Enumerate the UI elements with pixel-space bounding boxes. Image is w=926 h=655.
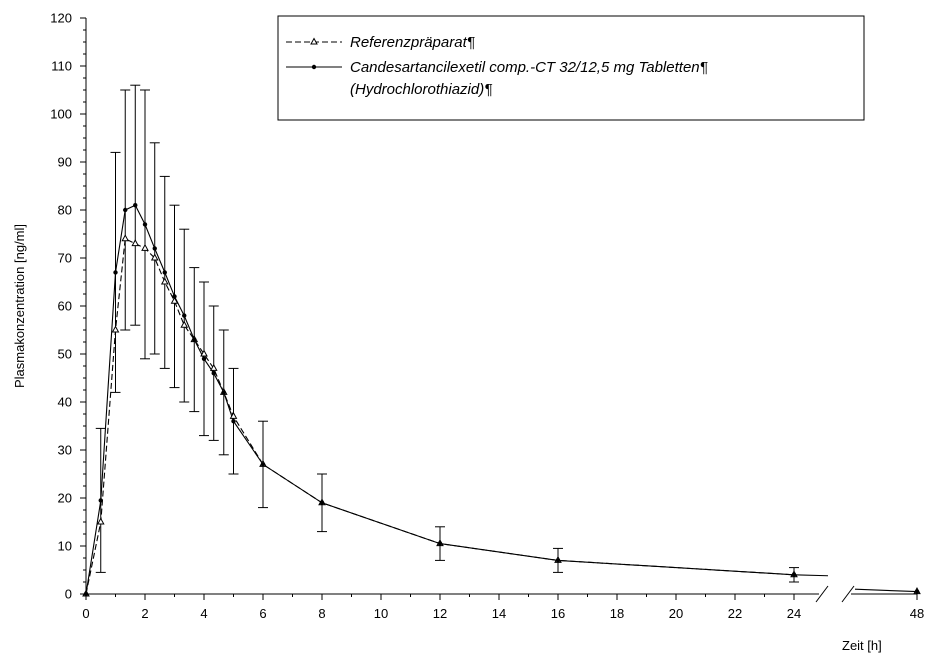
test-marker	[162, 270, 167, 275]
x-tick-label: 16	[551, 606, 565, 621]
reference-marker	[170, 296, 179, 304]
reference-marker	[96, 517, 105, 525]
test-marker	[914, 589, 920, 594]
test-marker	[231, 419, 236, 424]
x-tick-label: 8	[318, 606, 325, 621]
test-marker	[182, 313, 187, 318]
test-marker	[142, 222, 148, 227]
reference-marker	[180, 320, 189, 328]
legend-label-reference: Referenzpräparat¶	[350, 34, 475, 51]
test-marker	[260, 462, 266, 467]
reference-marker	[200, 349, 208, 357]
reference-marker	[160, 277, 169, 285]
axis-break-mark	[841, 585, 855, 603]
legend-marker-test	[311, 64, 317, 70]
y-axis-title: Plasmakonzentration [ng/ml]	[12, 224, 27, 388]
axis-break-mark	[815, 585, 829, 603]
reference-marker	[131, 239, 140, 247]
y-tick-label: 20	[58, 491, 72, 506]
legend-label-test: Candesartancilexetil comp.-CT 32/12,5 mg…	[350, 59, 708, 76]
legend-marker-reference	[310, 37, 318, 45]
test-marker	[133, 203, 138, 208]
test-marker	[319, 500, 325, 505]
reference-marker	[209, 363, 218, 371]
reference-marker	[150, 253, 159, 261]
y-tick-label: 0	[65, 587, 72, 602]
test-marker	[555, 558, 561, 563]
y-tick-label: 90	[58, 155, 72, 170]
y-tick-label: 80	[58, 203, 72, 218]
test-marker	[211, 371, 216, 376]
y-tick-label: 30	[58, 443, 72, 458]
y-tick-label: 50	[58, 347, 72, 362]
y-tick-label: 10	[58, 539, 72, 554]
x-tick-label: 22	[728, 606, 742, 621]
y-tick-label: 40	[58, 395, 72, 410]
test-marker	[83, 591, 89, 597]
test-marker	[192, 337, 197, 342]
x-tick-label: 4	[200, 606, 207, 621]
legend-label-test-line2: (Hydrochlorothiazid)¶	[350, 81, 492, 98]
reference-marker	[111, 325, 120, 333]
legend-box	[277, 15, 865, 121]
x-tick-label: 6	[259, 606, 266, 621]
y-tick-label: 100	[50, 107, 72, 122]
x-tick-label: 0	[82, 606, 89, 621]
legend: Referenzpräparat¶ Candesartancilexetil co…	[277, 15, 865, 121]
x-tick-label: 24	[787, 606, 801, 621]
series-layer	[82, 84, 921, 597]
x-tick-label: 2	[141, 606, 148, 621]
x-tick-label: 14	[492, 606, 506, 621]
x-tick-label: 12	[433, 606, 447, 621]
x-axis-title: Zeit [h]	[842, 638, 882, 653]
x-tick-label: 10	[374, 606, 388, 621]
series-tail-48	[854, 588, 918, 593]
y-tick-label: 70	[58, 251, 72, 266]
reference-marker	[121, 234, 130, 242]
test-marker	[98, 498, 103, 503]
test-marker	[221, 390, 226, 395]
x-tick-label: 20	[669, 606, 683, 621]
test-marker	[791, 572, 797, 577]
x-tick-label: 48	[910, 606, 924, 621]
test-marker	[437, 541, 443, 546]
test-marker	[172, 294, 177, 299]
test-marker	[201, 356, 207, 361]
y-tick-label: 110	[51, 59, 72, 74]
y-tick-label: 60	[58, 299, 72, 314]
reference-marker	[141, 243, 149, 251]
y-tick-label: 120	[50, 11, 72, 26]
series-tail	[793, 574, 829, 577]
reference-marker	[229, 411, 238, 419]
test-marker	[113, 270, 118, 275]
test-marker	[123, 207, 128, 213]
test-marker	[152, 246, 157, 251]
x-tick-label: 18	[610, 606, 624, 621]
